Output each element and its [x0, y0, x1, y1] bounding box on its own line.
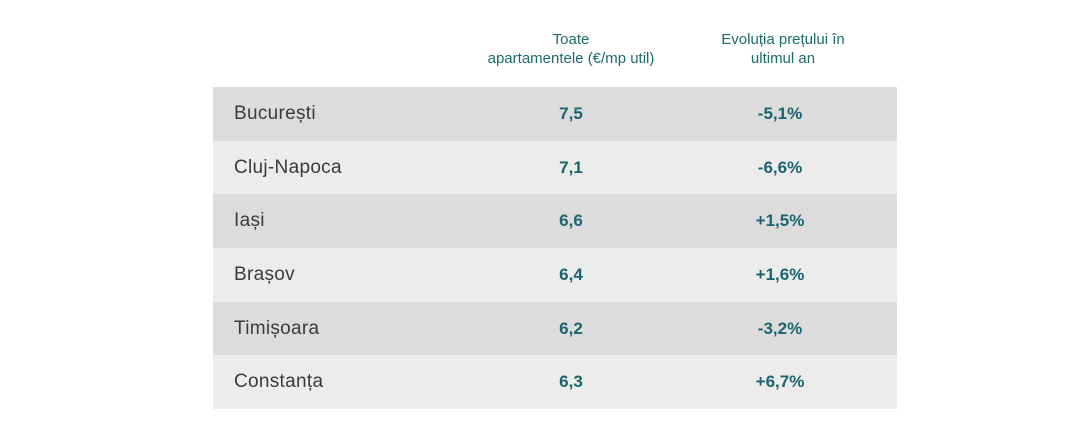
price-value: 7,1	[559, 157, 583, 177]
change-value: +1,6%	[755, 264, 805, 284]
price-value: 6,4	[559, 264, 583, 284]
table-row: Cluj-Napoca 7,1 -6,6%	[213, 140, 897, 195]
change-value: -6,6%	[757, 157, 803, 177]
price-value: 6,6	[559, 211, 583, 231]
table-row: Constanța 6,3 +6,7%	[213, 355, 897, 410]
city-label: București	[234, 102, 316, 124]
change-value: +6,7%	[755, 372, 805, 392]
change-value: -3,2%	[757, 318, 803, 338]
price-value: 6,2	[559, 318, 583, 338]
price-table: București 7,5 -5,1% Cluj-Napoca 7,1 -6,6…	[213, 87, 897, 410]
table-row: Brașov 6,4 +1,6%	[213, 248, 897, 302]
table-header: Toate apartamentele (€/mp util) Evoluția…	[213, 30, 897, 80]
city-label: Timișoara	[234, 317, 320, 339]
price-column-header: Toate apartamentele (€/mp util)	[487, 31, 655, 67]
city-label: Iași	[234, 210, 265, 232]
city-label: Brașov	[234, 263, 295, 285]
price-value: 7,5	[559, 103, 583, 123]
table-row: Timișoara 6,2 -3,2%	[213, 301, 897, 356]
table-row: București 7,5 -5,1%	[213, 87, 897, 141]
price-value: 6,3	[559, 372, 583, 392]
city-label: Cluj-Napoca	[234, 156, 342, 178]
table-row: Iași 6,6 +1,5%	[213, 194, 897, 249]
change-value: +1,5%	[755, 211, 805, 231]
city-label: Constanța	[234, 371, 324, 393]
change-value: -5,1%	[757, 103, 803, 123]
change-column-header: Evoluția prețului în ultimul an	[721, 31, 845, 67]
